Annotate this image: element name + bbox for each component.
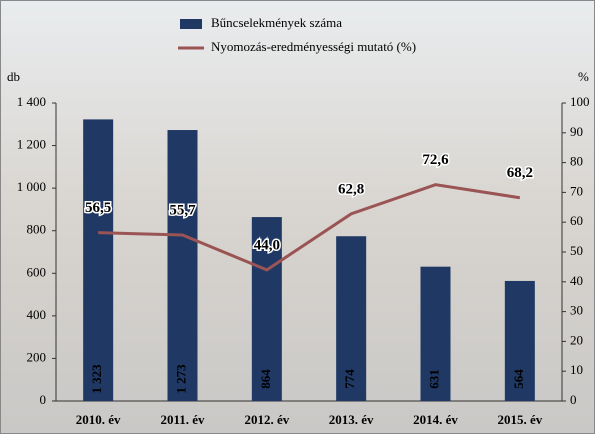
bar-value-label: 1 273 [173, 364, 188, 394]
bar-value-label: 564 [511, 369, 526, 389]
y2-tick-label: 0 [570, 392, 577, 407]
x-tick-label: 2011. év [160, 412, 205, 427]
bar [168, 130, 198, 401]
bar-value-label: 864 [258, 369, 273, 389]
y2-tick-label: 80 [570, 154, 583, 169]
y2-tick-label: 10 [570, 362, 583, 377]
y2-tick-label: 30 [570, 303, 583, 318]
y-tick-label: 0 [40, 392, 47, 407]
y2-tick-label: 50 [570, 243, 583, 258]
y2-axis-label: % [578, 69, 589, 84]
y-tick-label: 400 [27, 307, 47, 322]
y-tick-label: 200 [27, 349, 47, 364]
y2-tick-label: 100 [570, 94, 590, 109]
bar-value-label: 1 323 [89, 364, 104, 394]
y2-tick-label: 90 [570, 124, 583, 139]
x-tick-label: 2012. év [244, 412, 289, 427]
y-tick-label: 600 [27, 264, 47, 279]
line-value-label: 44,0 [254, 237, 280, 253]
bar-value-label: 774 [342, 369, 357, 389]
chart: db % 0 200 400 600 800 1 000 1 200 1 400 0 10 20 30… [0, 0, 595, 434]
y2-tick-label: 60 [570, 213, 583, 228]
y2-tick-label: 70 [570, 183, 583, 198]
line-value-label: 68,2 [507, 165, 533, 181]
y-tick-label: 1 400 [17, 94, 46, 109]
legend-label: Nyomozás-eredményességi mutató (%) [211, 39, 416, 54]
y-axis-label: db [7, 69, 20, 84]
line-value-label: 72,6 [422, 152, 449, 168]
bar [83, 119, 113, 401]
x-tick-label: 2015. év [497, 412, 542, 427]
x-tick-label: 2014. év [413, 412, 458, 427]
x-tick-label: 2013. év [329, 412, 374, 427]
legend-swatch [180, 19, 202, 29]
x-tick-label: 2010. év [76, 412, 121, 427]
y2-tick-label: 20 [570, 332, 583, 347]
bar-value-label: 631 [426, 369, 441, 389]
y-tick-label: 1 200 [17, 137, 46, 152]
y-tick-label: 800 [27, 222, 47, 237]
y-tick-label: 1 000 [17, 179, 46, 194]
y2-tick-label: 40 [570, 273, 583, 288]
line-value-label: 62,8 [338, 181, 364, 197]
line-value-label: 56,5 [85, 200, 111, 216]
legend-label: Bűncselekmények száma [211, 15, 342, 30]
line-value-label: 55,7 [169, 202, 196, 218]
